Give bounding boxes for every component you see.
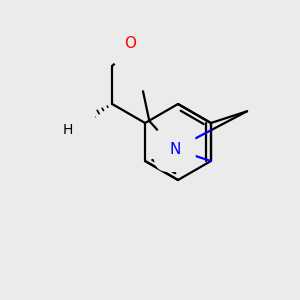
Text: N: N (169, 142, 181, 157)
Text: H: H (63, 103, 74, 117)
Text: O: O (124, 36, 136, 51)
Text: N: N (68, 112, 80, 128)
Text: H: H (125, 22, 135, 36)
Text: H: H (63, 123, 74, 137)
